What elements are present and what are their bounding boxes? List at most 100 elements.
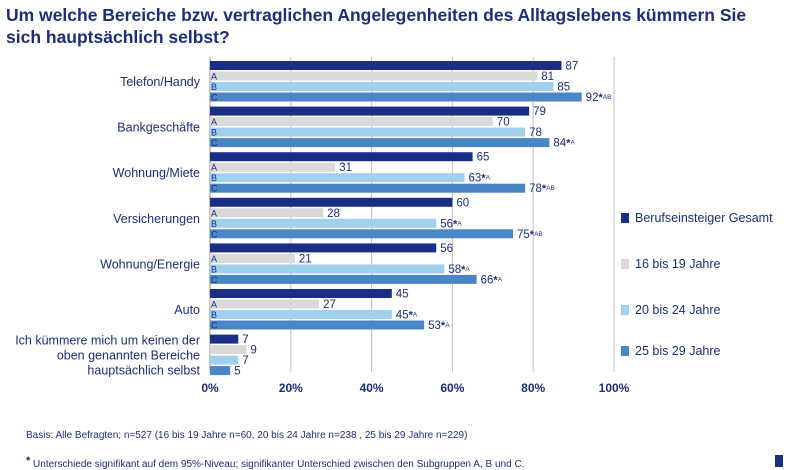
data-label: 75*AB xyxy=(517,229,543,241)
subgroup-letter: B xyxy=(211,173,217,183)
data-label: 53*A xyxy=(428,320,450,332)
bar xyxy=(210,218,437,228)
legend-label-25-29: 25 bis 29 Jahre xyxy=(635,344,721,358)
data-label: 7 xyxy=(242,334,248,346)
subgroup-letter: A xyxy=(211,163,217,173)
x-tick-label: 80% xyxy=(521,381,545,395)
data-label: 21 xyxy=(299,253,312,265)
bar xyxy=(210,208,324,218)
data-label: 92*AB xyxy=(586,92,612,104)
bar xyxy=(210,82,554,91)
category-label: Ich kümmere mich um keinen der xyxy=(15,334,200,348)
data-label: 87 xyxy=(565,61,578,73)
bar xyxy=(210,243,437,253)
subgroup-letter: C xyxy=(211,321,218,331)
x-tick-label: 0% xyxy=(201,381,219,395)
subgroup-letter: C xyxy=(211,184,218,194)
subgroup-letter: A xyxy=(211,254,217,264)
category-label: hauptsächlich selbst xyxy=(87,364,200,378)
footnote-significance-text: Unterschiede signifikant auf dem 95%-Niv… xyxy=(30,459,525,470)
data-label: 60 xyxy=(456,197,469,209)
bar xyxy=(210,299,320,309)
bar xyxy=(210,173,465,183)
data-label: 7 xyxy=(242,355,248,367)
data-label: 27 xyxy=(323,299,336,311)
category-label: oben genannten Bereiche xyxy=(57,349,200,363)
bar xyxy=(210,71,538,81)
subgroup-letter: B xyxy=(211,219,217,229)
bar xyxy=(210,138,550,148)
data-label: 78 xyxy=(529,127,542,139)
category-label: Telefon/Handy xyxy=(120,75,201,89)
category-label: Auto xyxy=(174,303,200,317)
bar xyxy=(210,264,445,274)
subgroup-letter: A xyxy=(211,300,217,310)
footnote-significance: * Unterschiede signifikant auf dem 95%-N… xyxy=(26,455,524,470)
bar xyxy=(210,183,526,193)
bar xyxy=(210,274,477,284)
x-tick-label: 100% xyxy=(599,381,630,395)
footnote-star: * xyxy=(26,455,31,467)
subgroup-letter: C xyxy=(211,275,218,285)
bar xyxy=(210,61,562,70)
data-label: 45 xyxy=(396,289,409,301)
bar xyxy=(210,253,295,263)
bar xyxy=(210,345,247,355)
data-label: 56*A xyxy=(440,218,462,230)
subgroup-letter: B xyxy=(211,264,217,274)
footnote-basis: Basis: Alle Befragten; n=527 (16 bis 19 … xyxy=(26,430,468,441)
legend-swatch-16-19 xyxy=(621,259,629,269)
category-label: Versicherungen xyxy=(113,212,200,226)
data-label: 78*AB xyxy=(529,183,555,195)
subgroup-letter: A xyxy=(211,208,217,218)
data-label: 79 xyxy=(533,106,546,118)
bar xyxy=(210,197,453,207)
data-label: 9 xyxy=(250,345,256,357)
bar xyxy=(210,106,530,116)
bar xyxy=(210,229,513,239)
corner-mark-icon xyxy=(775,455,783,467)
data-label: 45*A xyxy=(396,310,418,322)
category-label: Bankgeschäfte xyxy=(117,121,200,135)
x-tick-label: 60% xyxy=(440,381,464,395)
legend-label-16-19: 16 bis 19 Jahre xyxy=(635,257,721,271)
data-label: 65 xyxy=(477,152,490,164)
data-label: 31 xyxy=(339,162,352,174)
bar xyxy=(210,92,582,102)
subgroup-letter: C xyxy=(211,93,218,103)
x-tick-label: 40% xyxy=(360,381,384,395)
legend-swatch-25-29 xyxy=(621,346,629,356)
bar xyxy=(210,127,526,137)
data-label: 58*A xyxy=(448,264,470,276)
legend-label-20-24: 20 bis 24 Jahre xyxy=(635,303,721,317)
x-tick-label: 20% xyxy=(279,381,303,395)
legend-label-gesamt: Berufseinsteiger Gesamt xyxy=(635,211,773,225)
bar xyxy=(210,162,336,172)
legend-swatch-20-24 xyxy=(621,305,629,315)
bar xyxy=(210,320,425,330)
bar xyxy=(210,289,392,298)
bar xyxy=(210,152,473,162)
bar xyxy=(210,334,239,344)
chart-title: Um welche Bereiche bzw. vertraglichen An… xyxy=(6,5,747,47)
data-label: 84*A xyxy=(553,138,575,150)
legend-swatch-gesamt xyxy=(621,213,629,223)
category-label: Wohnung/Miete xyxy=(113,166,200,180)
data-label: 56 xyxy=(440,243,453,255)
subgroup-letter: A xyxy=(211,117,217,127)
data-label: 66*A xyxy=(481,274,503,286)
subgroup-letter: B xyxy=(211,128,217,138)
subgroup-letter: C xyxy=(211,229,218,239)
data-label: 81 xyxy=(541,71,554,83)
bar xyxy=(210,310,392,319)
data-label: 70 xyxy=(497,117,510,129)
bar xyxy=(210,355,239,365)
data-label: 28 xyxy=(327,208,340,220)
subgroup-letter: A xyxy=(211,72,217,82)
bar xyxy=(210,117,493,127)
data-label: 5 xyxy=(234,366,240,378)
bar xyxy=(210,366,231,376)
subgroup-letter: B xyxy=(211,82,217,92)
category-label: Wohnung/Energie xyxy=(100,257,200,271)
